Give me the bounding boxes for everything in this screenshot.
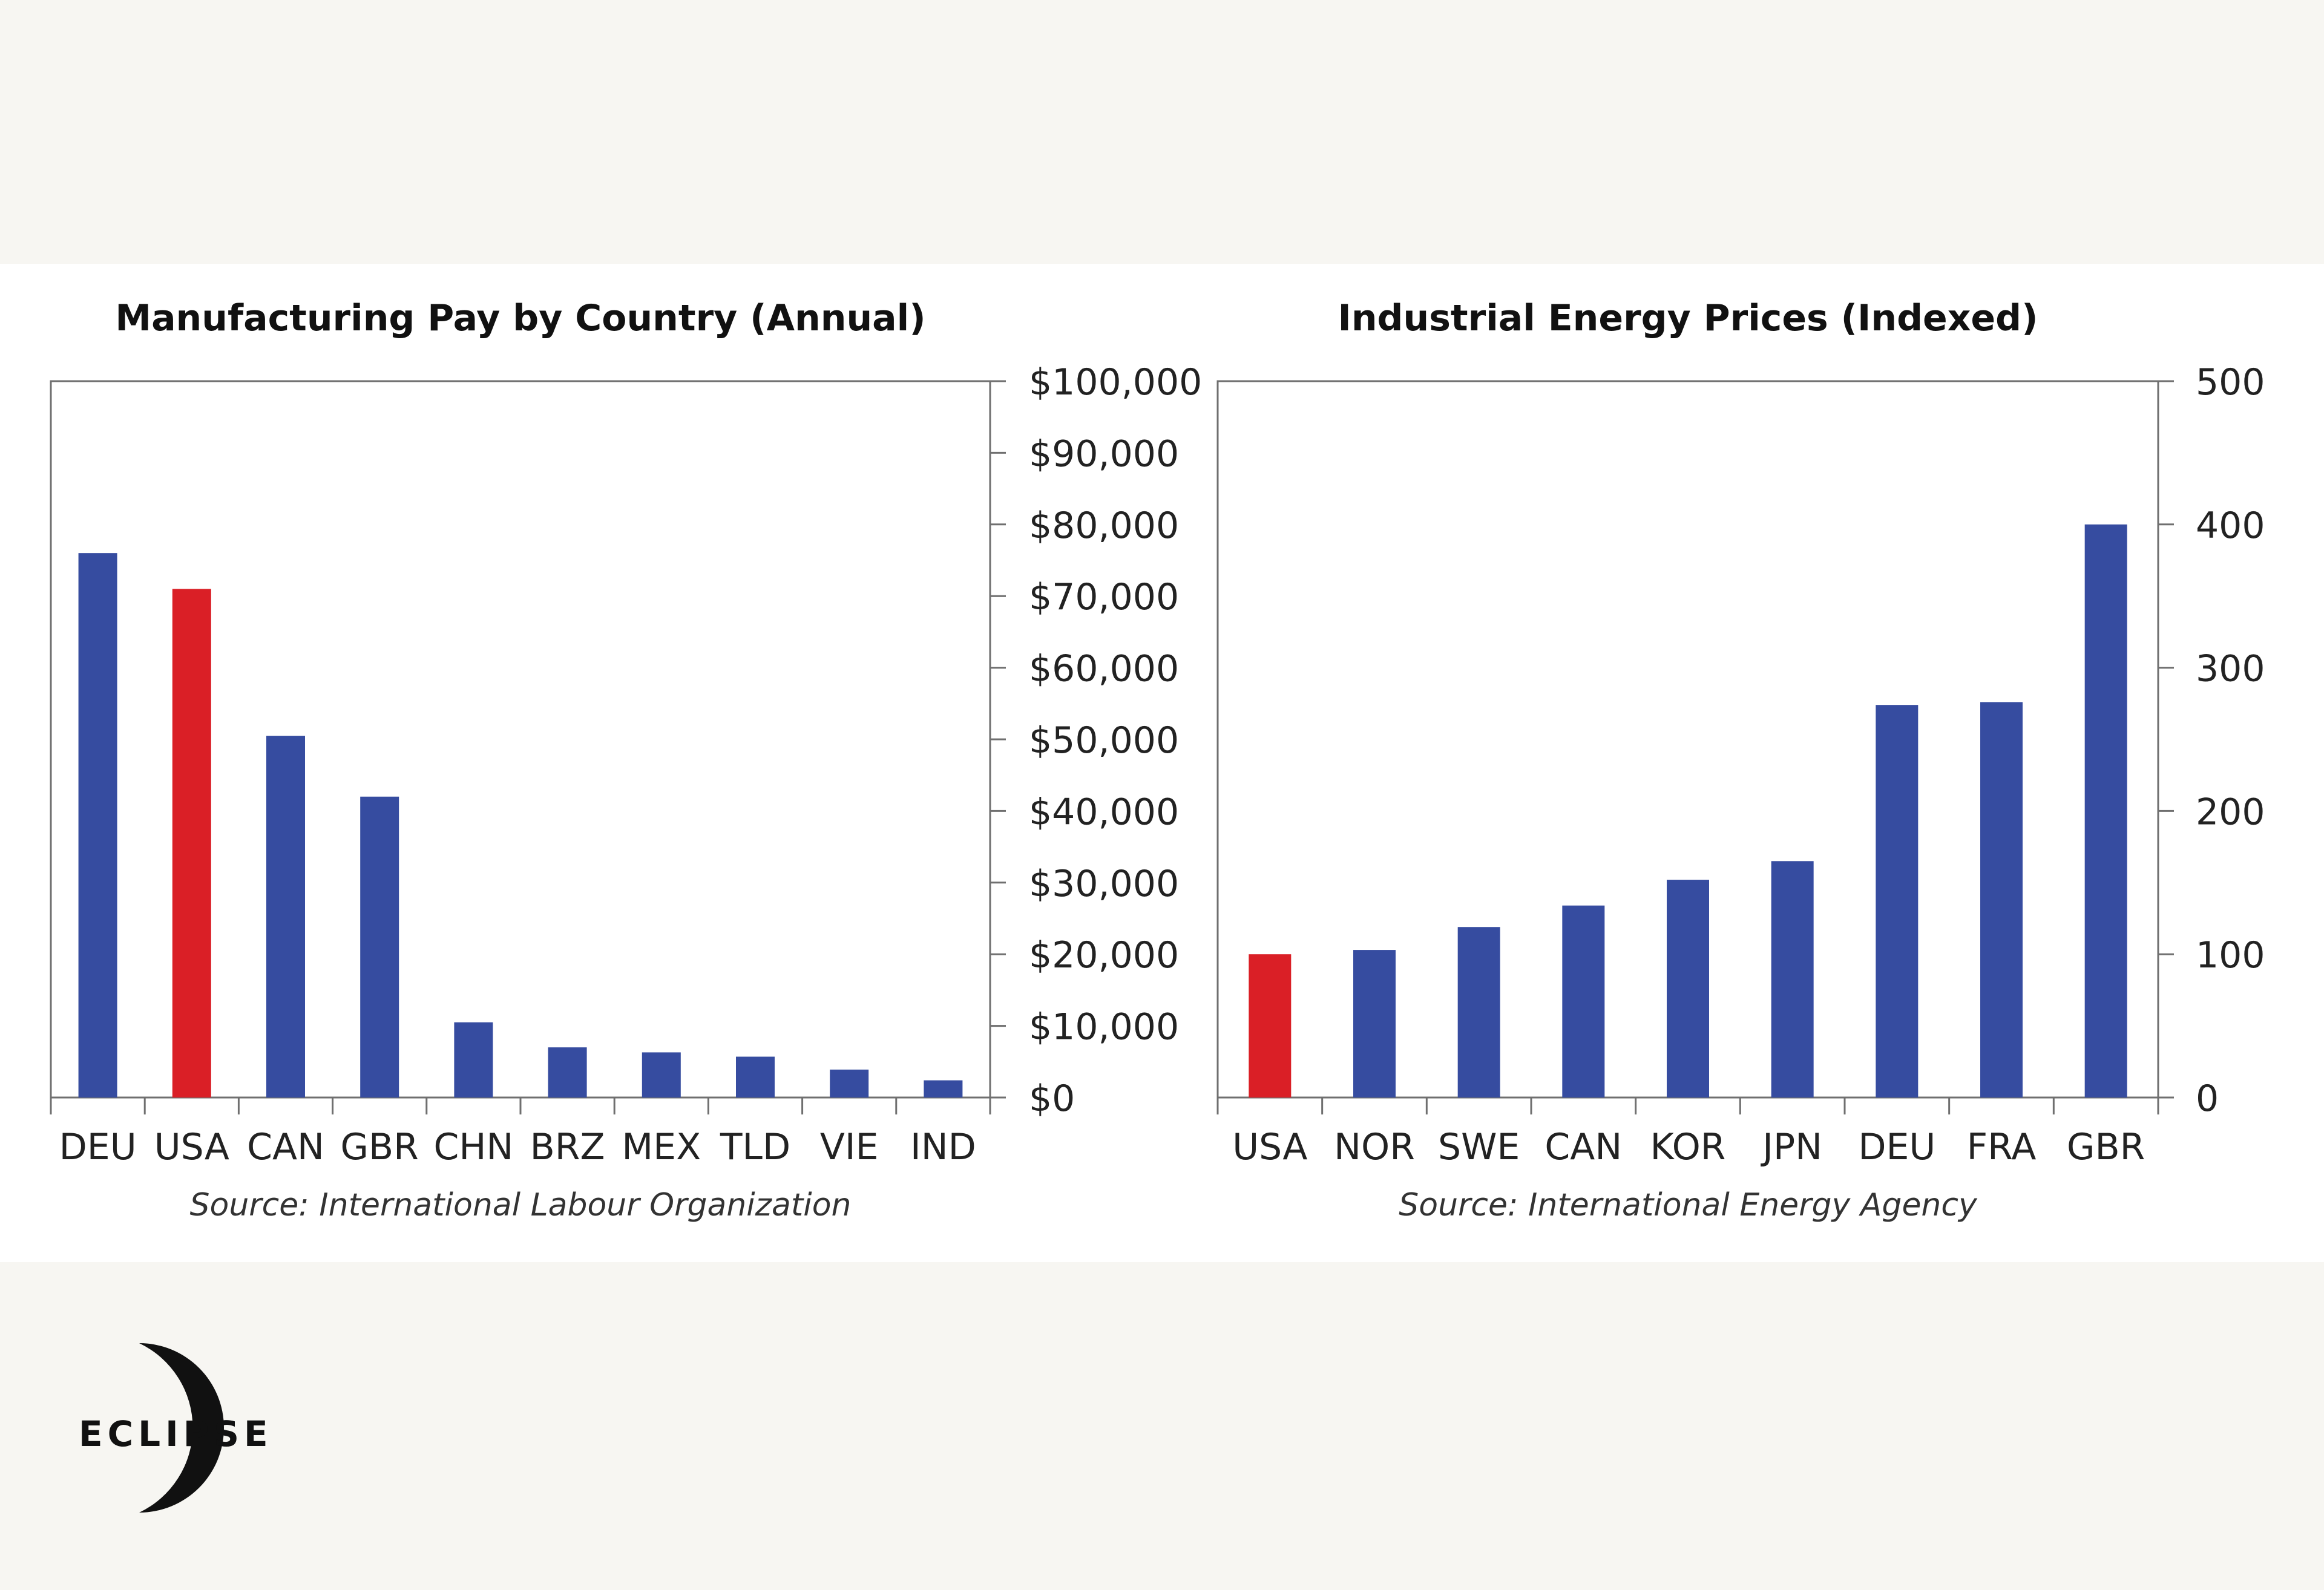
chart2-y-tick-label: 100 xyxy=(2196,934,2265,977)
chart1-y-tick-label: $0 xyxy=(1029,1078,1075,1120)
chart1-x-tick-label: CAN xyxy=(247,1126,324,1168)
chart2-x-tick-label: FRA xyxy=(1967,1126,2037,1168)
chart1-x-tick-label: BRZ xyxy=(530,1126,605,1168)
chart1-x-tick-label: TLD xyxy=(720,1126,790,1168)
chart1-x-tick-label: DEU xyxy=(59,1126,137,1168)
chart1-bar-chn xyxy=(454,1022,493,1098)
chart1-bar-deu xyxy=(78,553,117,1098)
chart2-x-tick-label: USA xyxy=(1232,1126,1307,1168)
chart1-source-note: Source: International Labour Organizatio… xyxy=(190,1187,852,1223)
chart1-x-tick-label: CHN xyxy=(433,1126,513,1168)
chart2-bar-fra xyxy=(1980,702,2023,1098)
chart1-x-tick-label: VIE xyxy=(820,1126,879,1168)
chart2-y-tick-label: 500 xyxy=(2196,361,2265,404)
chart2-bar-swe xyxy=(1457,927,1500,1098)
chart1-y-tick-label: $20,000 xyxy=(1029,934,1179,977)
chart2-x-tick-label: DEU xyxy=(1858,1126,1935,1168)
charts-svg: Manufacturing Pay by Country (Annual) $0 $… xyxy=(50,297,2265,1223)
chart1-bar-tld xyxy=(736,1056,775,1098)
chart1-bar-usa xyxy=(172,589,211,1098)
chart1-bar-gbr xyxy=(360,796,399,1098)
chart1-x-tick-label: MEX xyxy=(622,1126,701,1168)
chart2-x-tick-label: GBR xyxy=(2067,1126,2145,1168)
chart1-bar-ind xyxy=(924,1080,963,1098)
chart2-bar-gbr xyxy=(2084,524,2127,1098)
chart1-y-tick-label: $10,000 xyxy=(1029,1006,1179,1049)
chart2-x-tick-label: SWE xyxy=(1438,1126,1520,1168)
chart1-y-tick-label: $70,000 xyxy=(1029,576,1179,618)
chart2-bar-kor xyxy=(1667,880,1709,1098)
chart2-y-tick-label: 200 xyxy=(2196,791,2265,833)
eclipse-arc-icon xyxy=(139,1343,224,1513)
logo-text: ECLIPSE xyxy=(79,1413,273,1454)
chart1-y-tick-label: $40,000 xyxy=(1029,791,1179,833)
chart2-x-tick-label: NOR xyxy=(1334,1126,1415,1168)
chart1-y-tick-label: $80,000 xyxy=(1029,505,1179,547)
chart2-title: Industrial Energy Prices (Indexed) xyxy=(1338,297,2038,339)
chart2-bar-deu xyxy=(1876,705,1919,1098)
chart2-bar-usa xyxy=(1249,954,1292,1098)
chart1-x-tick-label: IND xyxy=(910,1126,976,1168)
chart2-y-tick-label: 0 xyxy=(2196,1078,2219,1120)
chart2-x-tick-label: KOR xyxy=(1650,1126,1726,1168)
chart1-bar-brz xyxy=(548,1047,587,1098)
chart1-y-tick-label: $100,000 xyxy=(1029,361,1202,404)
chart1-y-tick-label: $50,000 xyxy=(1029,719,1179,762)
chart2-y-tick-label: 300 xyxy=(2196,648,2265,690)
eclipse-logo: ECLIPSE xyxy=(79,1343,273,1513)
chart2-bar-nor xyxy=(1353,950,1396,1098)
chart2-source-note: Source: International Energy Agency xyxy=(1399,1187,1978,1223)
chart1-y-tick-label: $30,000 xyxy=(1029,863,1179,905)
chart2-y-tick-label: 400 xyxy=(2196,505,2265,547)
chart2-x-tick-label: CAN xyxy=(1544,1126,1622,1168)
chart2-bar-can xyxy=(1562,905,1605,1098)
chart1-x-tick-label: USA xyxy=(154,1126,229,1168)
chart1-y-tick-label: $60,000 xyxy=(1029,648,1179,690)
chart1-bar-vie xyxy=(830,1069,869,1098)
chart1-title: Manufacturing Pay by Country (Annual) xyxy=(115,297,925,339)
chart2-bar-jpn xyxy=(1771,861,1814,1098)
chart1-bar-mex xyxy=(642,1052,681,1098)
chart1-x-tick-label: GBR xyxy=(341,1126,419,1168)
chart1-y-tick-label: $90,000 xyxy=(1029,433,1179,475)
chart2-x-tick-label: JPN xyxy=(1760,1126,1822,1168)
chart1-bar-can xyxy=(266,736,305,1098)
